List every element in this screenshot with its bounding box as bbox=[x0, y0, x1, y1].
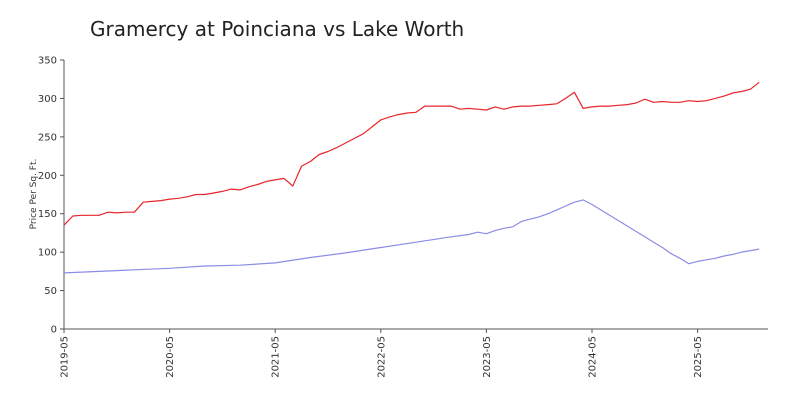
chart-axes: 0 50 100 150 200 250 300 350 2019-05 2020-05 2021-… bbox=[38, 56, 768, 378]
y-tick-label: 350 bbox=[38, 56, 57, 67]
x-tick-label: 2023-05 bbox=[482, 336, 493, 378]
y-axis-label: Price Per Sq. Ft. bbox=[29, 159, 39, 230]
y-tick-label: 50 bbox=[44, 286, 57, 297]
x-tick-label: 2021-05 bbox=[271, 336, 282, 378]
y-tick-label: 150 bbox=[38, 209, 57, 220]
y-tick-label: 0 bbox=[51, 325, 57, 336]
x-tick-label: 2025-05 bbox=[693, 336, 704, 378]
x-tick-label: 2020-05 bbox=[165, 336, 176, 378]
x-tick-label: 2019-05 bbox=[60, 336, 71, 378]
x-tick-label: 2022-05 bbox=[376, 336, 387, 378]
chart-title: Gramercy at Poinciana vs Lake Worth bbox=[90, 17, 464, 41]
y-tick-label: 200 bbox=[38, 171, 57, 182]
series-line-2 bbox=[63, 199, 760, 274]
x-tick-label: 2024-05 bbox=[588, 336, 599, 378]
y-tick-label: 100 bbox=[38, 248, 57, 259]
y-tick-label: 250 bbox=[38, 132, 57, 143]
series-line-1 bbox=[63, 81, 760, 226]
series-layer bbox=[63, 81, 760, 274]
y-tick-label: 300 bbox=[38, 94, 57, 105]
